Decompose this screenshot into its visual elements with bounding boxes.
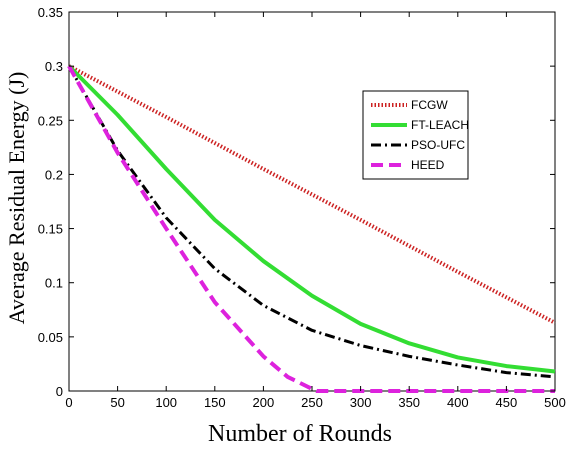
series-line-heed <box>67 65 555 393</box>
series-layer <box>67 64 556 393</box>
x-tick-label: 400 <box>447 395 469 410</box>
x-tick-label: 500 <box>544 395 566 410</box>
legend-label: FCGW <box>411 98 448 112</box>
y-tick-label: 0 <box>56 384 63 399</box>
x-tick-label: 300 <box>350 395 372 410</box>
y-tick-label: 0.2 <box>45 167 63 182</box>
plot-area <box>68 11 556 392</box>
x-tick-label: 250 <box>301 395 323 410</box>
x-tick-label: 50 <box>110 395 124 410</box>
x-tick-label: 350 <box>398 395 420 410</box>
x-axis-label: Number of Rounds <box>208 421 392 447</box>
y-tick-label: 0.1 <box>45 276 63 291</box>
x-tick-label: 200 <box>253 395 275 410</box>
y-axis-label: Average Residual Energy (J) <box>4 72 29 325</box>
y-tick-label: 0.05 <box>38 330 63 345</box>
ticks-layer: 0 50 100 150 200 250 300 350 400 450 500 0 0.05 0.1 0.… <box>38 5 566 410</box>
x-tick-label: 150 <box>204 395 226 410</box>
series-line-pso-ufc <box>67 65 556 379</box>
legend: FCGW FT-LEACH PSO-UFC HEED <box>362 90 469 180</box>
x-tick-label: 100 <box>155 395 177 410</box>
series-line-fcgw <box>68 64 556 325</box>
y-tick-label: 0.25 <box>38 113 63 128</box>
plot-frame <box>68 11 556 392</box>
legend-label: PSO-UFC <box>411 138 465 152</box>
y-tick-label: 0.35 <box>38 5 63 20</box>
y-tick-label: 0.15 <box>38 222 63 237</box>
series-line-ft-leach <box>67 64 556 374</box>
legend-label: FT-LEACH <box>411 118 469 132</box>
legend-label: HEED <box>411 158 445 172</box>
y-tick-label: 0.3 <box>45 59 63 74</box>
x-tick-label: 0 <box>65 395 72 410</box>
x-tick-label: 450 <box>496 395 518 410</box>
